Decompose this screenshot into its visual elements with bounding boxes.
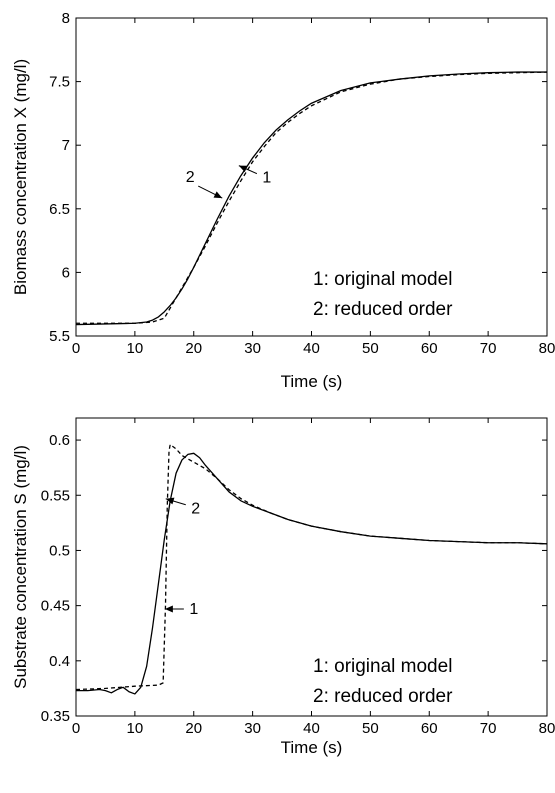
x-tick-label: 30: [244, 720, 261, 737]
legend-entry-2: 2: reduced order: [313, 299, 453, 320]
x-axis-label: Time (s): [281, 738, 343, 757]
y-tick-label: 5.5: [49, 328, 70, 345]
series-line-dashed: [76, 71, 548, 324]
series-line-dashed: [75, 443, 548, 691]
y-tick-label: 0.55: [41, 487, 70, 504]
y-tick-label: 0.6: [49, 432, 70, 449]
annotation-label: 2: [191, 501, 200, 518]
legend-entry-2: 2: reduced order: [313, 686, 453, 707]
x-tick-label: 30: [244, 340, 261, 357]
x-tick-label: 60: [421, 720, 438, 737]
x-tick-label: 10: [127, 720, 144, 737]
x-tick-label: 50: [362, 340, 379, 357]
x-tick-label: 20: [185, 720, 202, 737]
y-tick-label: 7.5: [49, 74, 70, 91]
legend-entry-1: 1: original model: [313, 656, 452, 677]
annotation-arrow-head: [238, 165, 248, 173]
x-tick-label: 70: [480, 340, 497, 357]
x-tick-label: 50: [362, 720, 379, 737]
annotation-label: 1: [262, 170, 271, 187]
y-tick-label: 0.45: [41, 598, 70, 615]
x-tick-label: 40: [303, 720, 320, 737]
y-tick-label: 7: [62, 137, 70, 154]
plot-2: 0 10 20 30 40 50 60 70 80 0.35 0.4 0.45 0.5 0.55 0.6 Ti…: [11, 417, 555, 757]
y-tick-label: 6: [62, 264, 70, 281]
x-tick-label: 80: [539, 340, 555, 357]
y-tick-label: 0.35: [41, 708, 70, 725]
legend-entry-1: 1: original model: [313, 269, 452, 290]
y-axis-label: Substrate concentration S (mg/l): [11, 445, 30, 689]
x-tick-label: 20: [185, 340, 202, 357]
x-axis-label: Time (s): [281, 372, 343, 391]
x-tick-label: 10: [127, 340, 144, 357]
x-tick-label: 40: [303, 340, 320, 357]
y-axis-label: Biomass concentration X (mg/l): [11, 59, 30, 295]
y-tick-label: 0.5: [49, 542, 70, 559]
annotation-arrow-head: [165, 497, 175, 505]
y-tick-label: 8: [62, 10, 70, 27]
annotation-label: 1: [189, 601, 198, 618]
x-tick-label: 0: [72, 720, 80, 737]
plot-1: 0 10 20 30 40 50 60 70 80 5.5 6 6.5 7 7.5 8 Time (s) Bio…: [11, 10, 555, 391]
x-tick-label: 0: [72, 340, 80, 357]
annotation-arrow-head: [213, 191, 223, 199]
annotation-label: 2: [186, 169, 195, 186]
y-tick-label: 0.4: [49, 653, 70, 670]
y-tick-label: 6.5: [49, 201, 70, 218]
x-tick-label: 60: [421, 340, 438, 357]
x-tick-label: 70: [480, 720, 497, 737]
x-tick-label: 80: [539, 720, 555, 737]
annotation-arrow-head: [164, 605, 173, 613]
